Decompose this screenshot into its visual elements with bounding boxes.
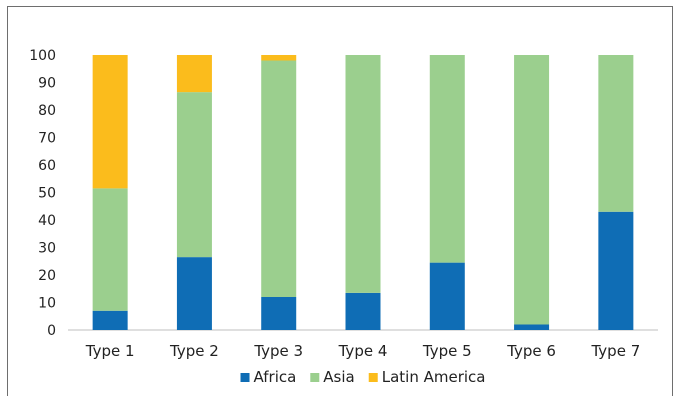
bar-latin-america-type-2: [176, 55, 212, 93]
y-tick-label: 10: [38, 296, 56, 312]
x-tick-label: Type 1: [85, 342, 135, 360]
bar-asia-type-4: [345, 55, 381, 293]
x-tick-label: Type 2: [169, 342, 219, 360]
bar-asia-type-6: [514, 55, 550, 325]
y-tick-label: 90: [38, 76, 56, 92]
legend-label: Africa: [254, 368, 297, 386]
y-tick-label: 60: [38, 158, 56, 174]
legend-item: Asia: [310, 368, 355, 386]
y-tick-label: 20: [38, 268, 56, 284]
y-axis-ticks: 0 10 20 30 40 50 60 70 80 90 100: [29, 48, 56, 339]
legend-swatch: [368, 373, 378, 382]
x-tick-label: Type 4: [338, 342, 388, 360]
bars: [92, 55, 634, 330]
bar-asia-type-2: [176, 92, 212, 258]
bar-asia-type-3: [261, 60, 297, 297]
legend-item: Africa: [240, 368, 297, 386]
x-tick-label: Type 5: [422, 342, 472, 360]
legend-swatch: [240, 373, 250, 382]
y-tick-label: 70: [38, 131, 56, 147]
x-tick-label: Type 6: [506, 342, 556, 360]
bar-latin-america-type-1: [92, 55, 128, 189]
y-tick-label: 80: [38, 103, 56, 119]
bar-africa-type-1: [92, 310, 128, 330]
legend-label: Latin America: [382, 368, 486, 386]
y-tick-label: 30: [38, 241, 56, 257]
y-tick-label: 40: [38, 213, 56, 229]
y-tick-label: 0: [47, 323, 56, 339]
bar-asia-type-1: [92, 188, 128, 311]
y-tick-label: 50: [38, 186, 56, 202]
x-tick-label: Type 7: [590, 342, 640, 360]
bar-africa-type-3: [261, 297, 297, 330]
y-tick-label: 100: [29, 48, 56, 64]
bar-africa-type-6: [514, 324, 550, 330]
bar-latin-america-type-3: [261, 55, 297, 61]
x-tick-label: Type 3: [253, 342, 303, 360]
legend-swatch: [310, 373, 320, 382]
legend: Africa Asia Latin America: [240, 368, 486, 386]
x-axis-ticks: Type 1 Type 2 Type 3 Type 4 Type 5 Type 6 Type…: [85, 342, 640, 360]
legend-label: Asia: [323, 368, 354, 386]
bar-africa-type-4: [345, 292, 381, 330]
bar-africa-type-2: [176, 257, 212, 330]
bar-africa-type-5: [429, 262, 465, 330]
bar-africa-type-7: [598, 211, 634, 330]
chart-frame: [7, 6, 673, 396]
bar-asia-type-5: [429, 55, 465, 263]
bar-asia-type-7: [598, 55, 634, 212]
legend-item: Latin America: [368, 368, 486, 386]
